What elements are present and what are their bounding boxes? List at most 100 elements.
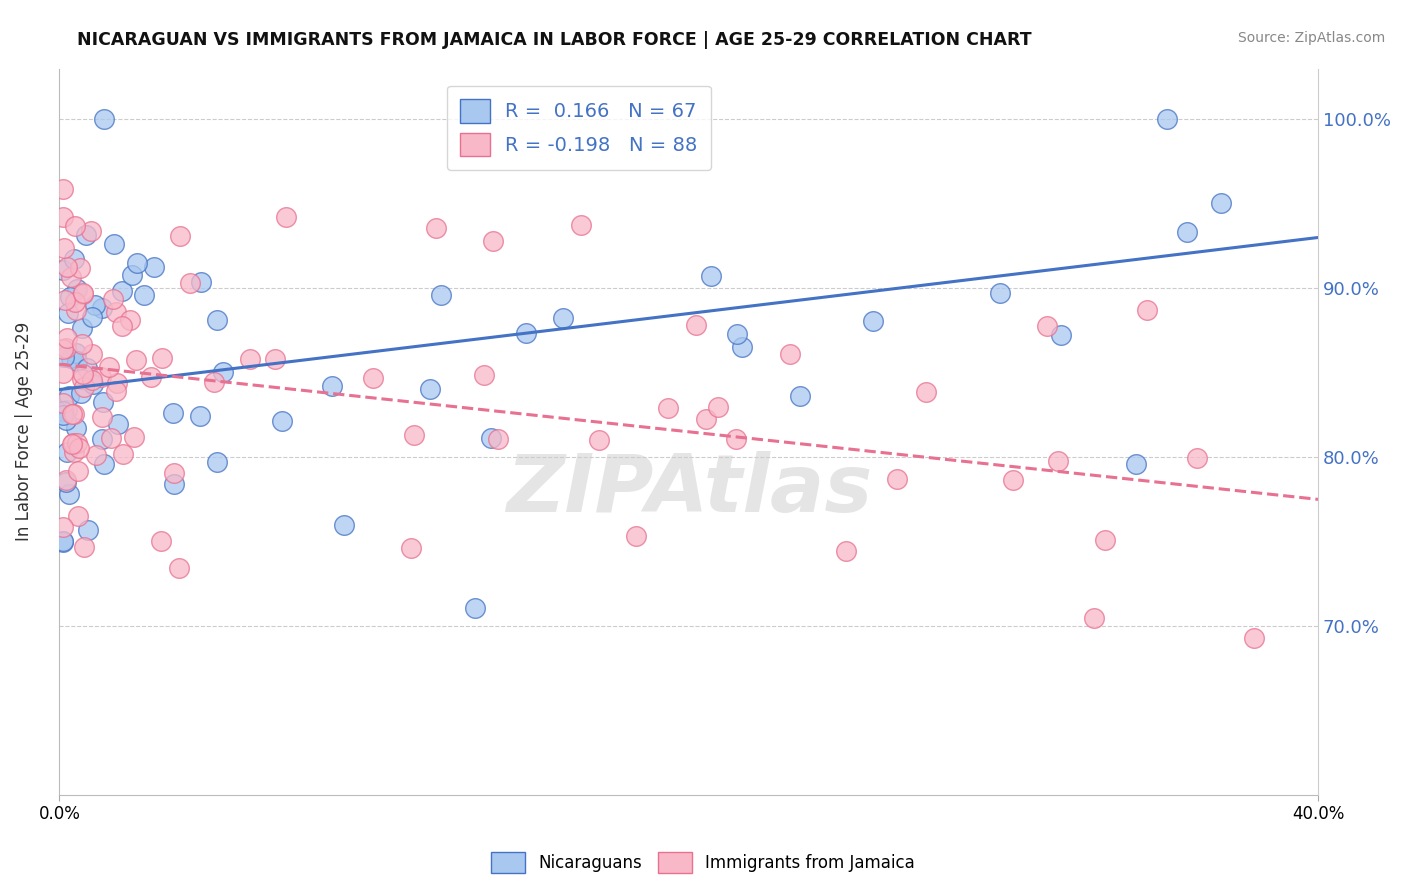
Point: [73, 379, 96, 393]
Point: [486, 432, 509, 446]
Point: [464, 601, 486, 615]
Point: [569, 219, 592, 233]
Point: [127, 256, 149, 270]
Point: [62, 252, 84, 266]
Point: [72, 540, 94, 554]
Point: [51, 535, 73, 549]
Text: Source: ZipAtlas.com: Source: ZipAtlas.com: [1237, 31, 1385, 45]
Point: [82, 376, 104, 391]
Point: [60, 437, 83, 451]
Point: [51, 396, 73, 410]
Point: [1094, 533, 1116, 548]
Point: [657, 401, 679, 416]
Point: [90, 432, 112, 446]
Point: [1156, 112, 1178, 127]
Point: [111, 318, 134, 333]
Point: [93, 112, 115, 127]
Point: [80, 310, 103, 325]
Point: [707, 401, 730, 415]
Point: [169, 228, 191, 243]
Legend: Nicaraguans, Immigrants from Jamaica: Nicaraguans, Immigrants from Jamaica: [485, 846, 921, 880]
Point: [333, 517, 356, 532]
Point: [399, 541, 422, 556]
Point: [56, 260, 79, 274]
Point: [1036, 318, 1059, 333]
Point: [321, 379, 343, 393]
Point: [1125, 458, 1147, 472]
Point: [51, 182, 73, 196]
Point: [1083, 611, 1105, 625]
Point: [62, 445, 84, 459]
Point: [53, 242, 76, 256]
Point: [91, 395, 114, 409]
Point: [205, 312, 228, 326]
Y-axis label: In Labor Force | Age 25-29: In Labor Force | Age 25-29: [15, 322, 32, 541]
Point: [56, 402, 79, 417]
Point: [162, 406, 184, 420]
Point: [111, 447, 134, 461]
Point: [481, 235, 503, 249]
Point: [55, 475, 77, 489]
Point: [179, 276, 201, 290]
Point: [404, 428, 426, 442]
Point: [163, 467, 186, 481]
Point: [55, 341, 77, 355]
Point: [56, 444, 79, 458]
Point: [150, 534, 173, 549]
Point: [105, 376, 128, 391]
Point: [190, 276, 212, 290]
Point: [425, 221, 447, 235]
Point: [51, 408, 73, 422]
Point: [103, 236, 125, 251]
Legend: R =  0.166   N = 67, R = -0.198   N = 88: R = 0.166 N = 67, R = -0.198 N = 88: [447, 86, 711, 169]
Point: [66, 436, 89, 450]
Point: [67, 464, 90, 478]
Point: [1243, 631, 1265, 645]
Point: [1002, 473, 1025, 487]
Point: [93, 457, 115, 471]
Point: [65, 302, 87, 317]
Point: [67, 442, 90, 456]
Point: [83, 298, 105, 312]
Point: [62, 408, 84, 422]
Point: [276, 210, 298, 224]
Point: [59, 351, 82, 365]
Point: [52, 343, 75, 357]
Point: [104, 305, 127, 319]
Point: [429, 288, 451, 302]
Point: [53, 293, 76, 307]
Point: [107, 417, 129, 431]
Point: [479, 431, 502, 445]
Point: [515, 326, 537, 340]
Point: [72, 368, 94, 382]
Point: [1209, 196, 1232, 211]
Point: [150, 351, 173, 365]
Point: [100, 431, 122, 445]
Point: [202, 376, 225, 390]
Point: [55, 413, 77, 427]
Point: [725, 326, 748, 341]
Point: [122, 429, 145, 443]
Point: [188, 409, 211, 423]
Point: [66, 509, 89, 524]
Point: [725, 432, 748, 446]
Point: [862, 314, 884, 328]
Point: [59, 290, 82, 304]
Point: [80, 346, 103, 360]
Point: [70, 321, 93, 335]
Point: [121, 268, 143, 282]
Point: [167, 561, 190, 575]
Point: [51, 210, 73, 224]
Point: [51, 366, 73, 380]
Text: NICARAGUAN VS IMMIGRANTS FROM JAMAICA IN LABOR FORCE | AGE 25-29 CORRELATION CHA: NICARAGUAN VS IMMIGRANTS FROM JAMAICA IN…: [77, 31, 1032, 49]
Point: [551, 311, 574, 326]
Point: [1050, 328, 1073, 343]
Point: [472, 368, 495, 382]
Point: [72, 285, 94, 300]
Point: [59, 269, 82, 284]
Point: [70, 386, 93, 401]
Point: [624, 529, 647, 543]
Point: [58, 306, 80, 320]
Point: [62, 436, 84, 450]
Point: [990, 285, 1012, 300]
